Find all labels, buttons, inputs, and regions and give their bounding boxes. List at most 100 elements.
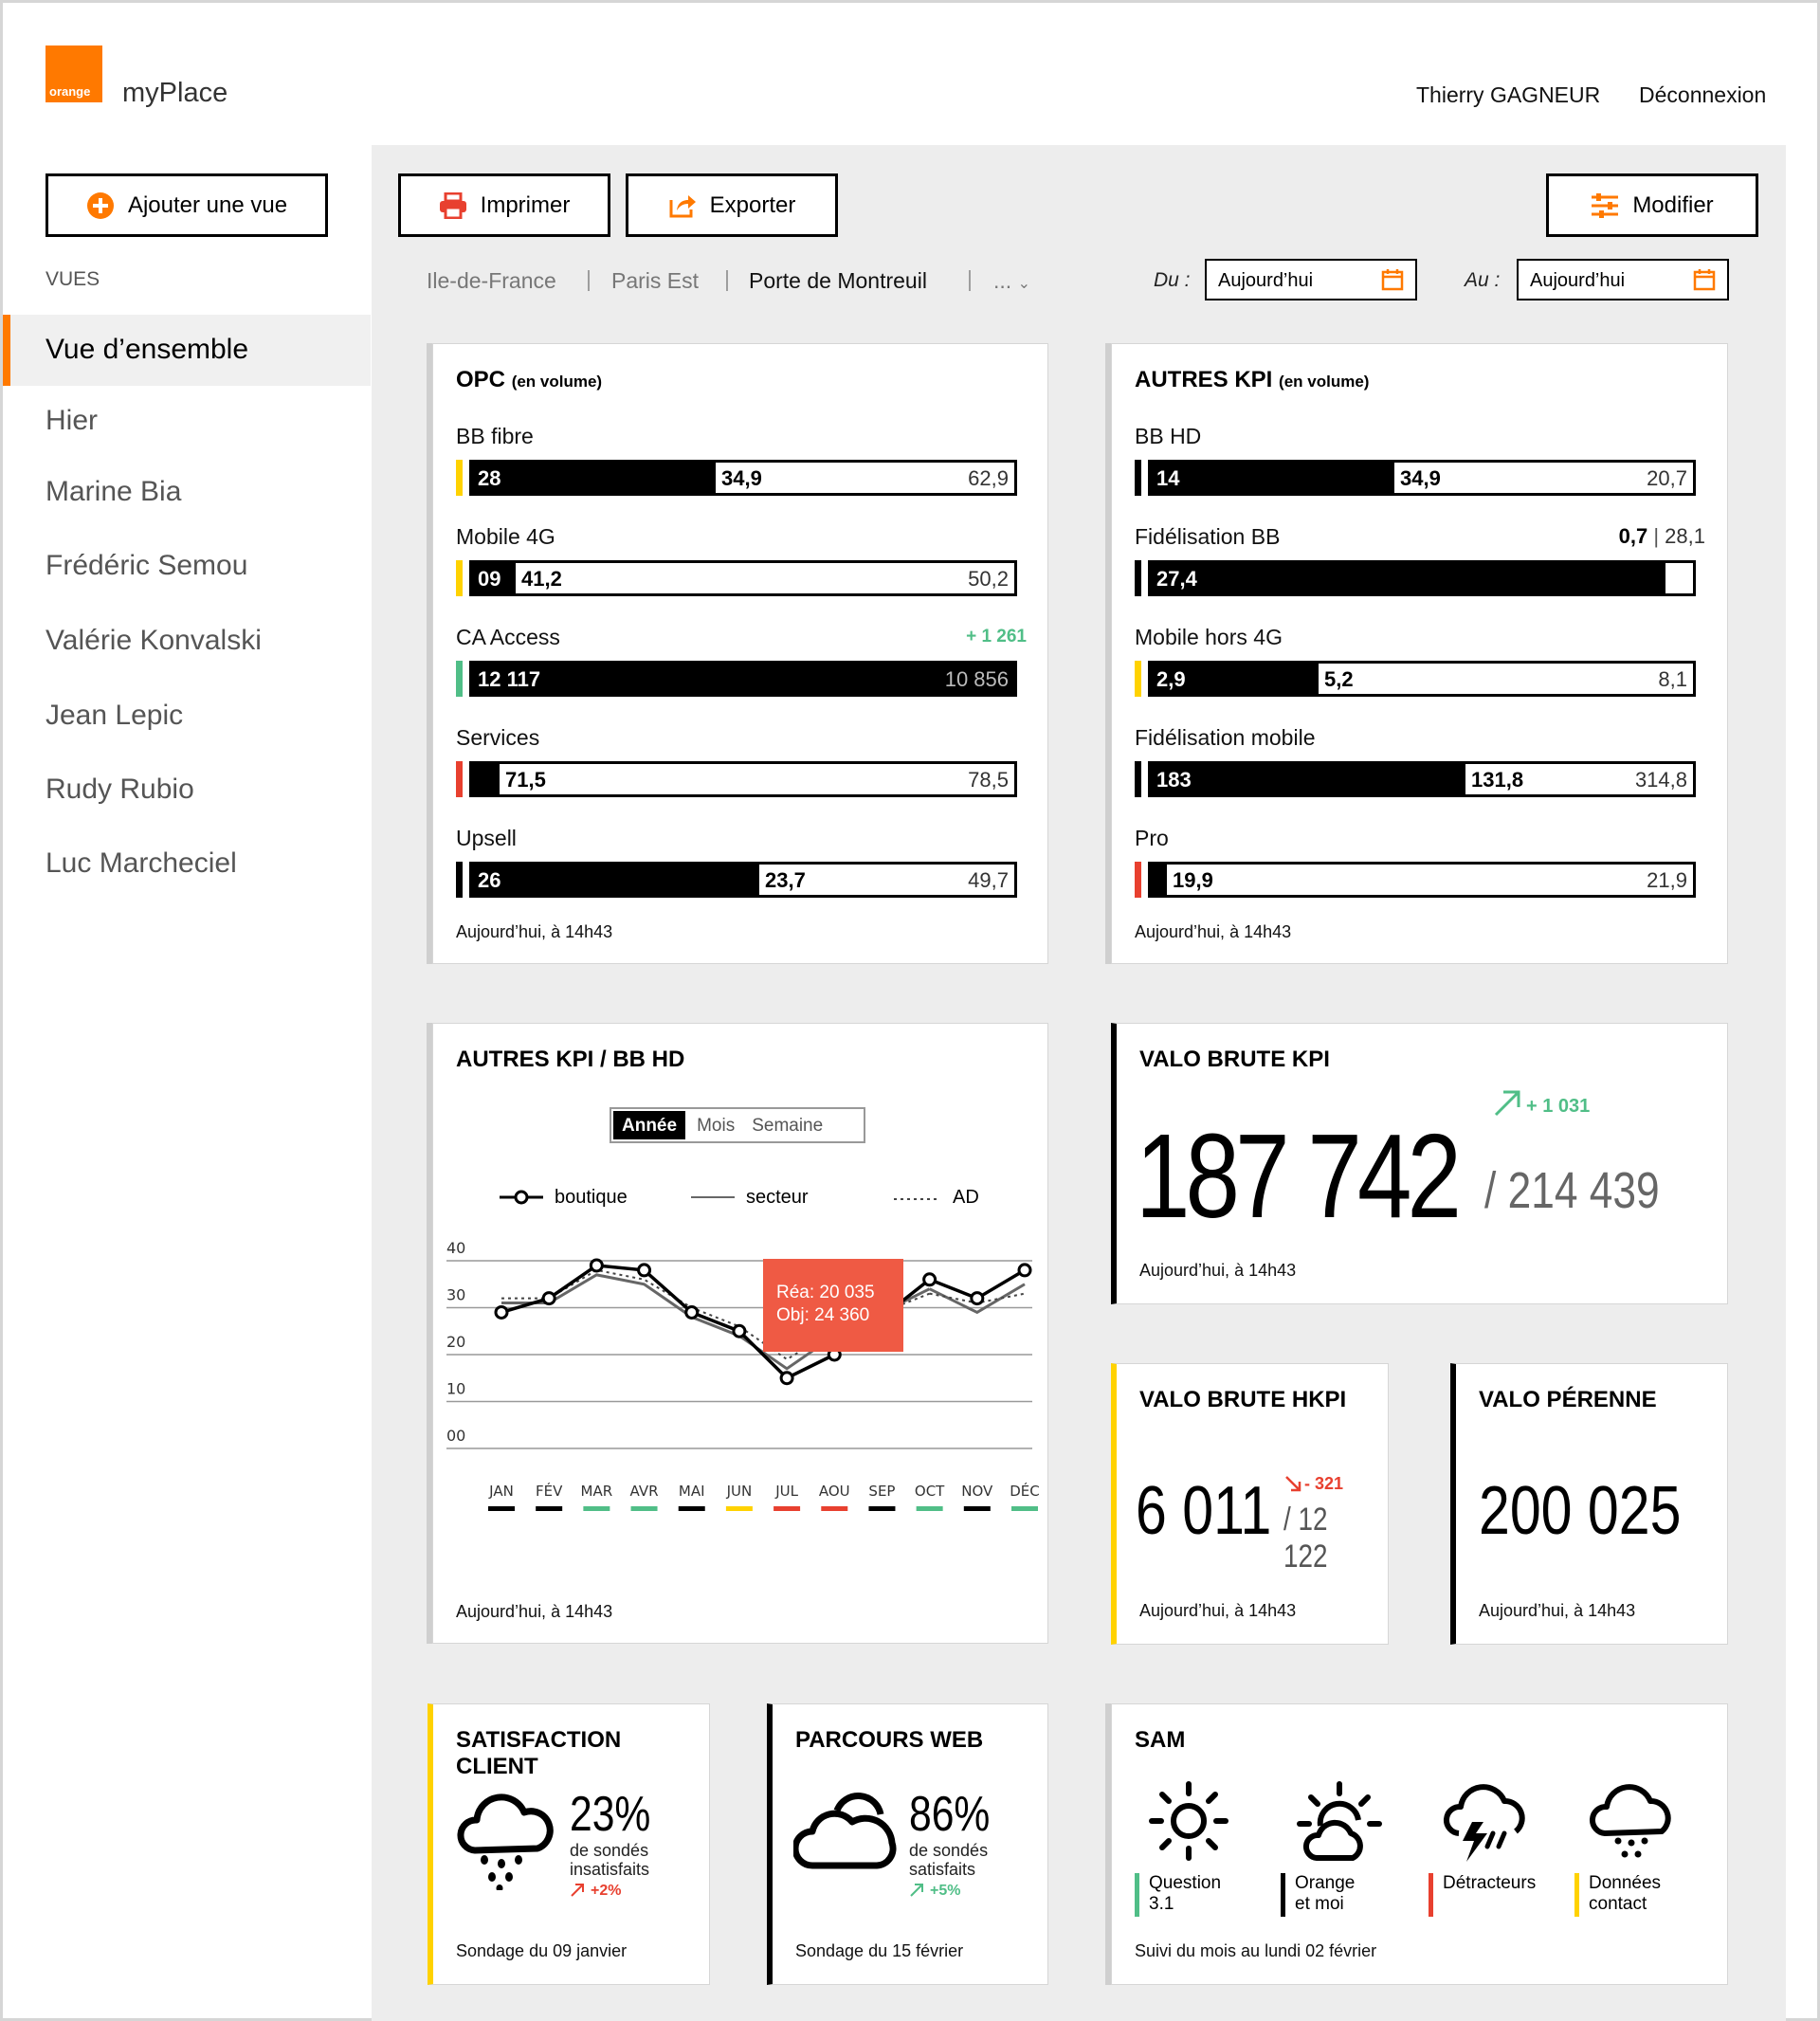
kpi-value-primary: 12 117	[478, 667, 541, 691]
kpi-name: Mobile 4G	[456, 524, 555, 549]
printer-icon	[439, 191, 466, 219]
kpi-row[interactable]: BB HD 14 34,9 20,7	[1135, 424, 1705, 500]
tab-annee[interactable]: Année	[613, 1111, 686, 1139]
period-tabs: Année Mois Semaine	[610, 1107, 865, 1143]
sidebar-item-marine-bia[interactable]: Marine Bia	[46, 476, 182, 507]
kpi-row[interactable]: Mobile hors 4G 2,9 5,2 8,1	[1135, 625, 1705, 701]
valo-hkpi-total: / 12 122	[1283, 1502, 1328, 1575]
autres-subtitle: (en volume)	[1279, 373, 1370, 391]
sam-item-detracteurs[interactable]: Détracteurs	[1429, 1873, 1536, 1917]
valo-hkpi-card: VALO BRUTE HKPI 6 011 / 12 122 - 321 Auj…	[1111, 1363, 1389, 1645]
kpi-value-total: 78,5	[968, 768, 1009, 792]
trend-down-icon	[1285, 1476, 1301, 1492]
tab-semaine[interactable]: Semaine	[752, 1116, 824, 1136]
print-button[interactable]: Imprimer	[398, 173, 610, 237]
y-tick-label: 30	[446, 1286, 465, 1304]
kpi-bar-fill	[472, 563, 516, 593]
sidebar-item-luc-marcheciel[interactable]: Luc Marcheciel	[46, 847, 237, 879]
add-view-button[interactable]: Ajouter une vue	[46, 173, 328, 237]
legend-secteur: secteur	[746, 1187, 809, 1208]
opc-card: OPC (en volume) BB fibre 28 34,9 62,9 Mobil…	[432, 343, 1048, 964]
from-date-value: Aujourd’hui	[1218, 270, 1314, 291]
legend-boutique: boutique	[555, 1187, 628, 1208]
kpi-row[interactable]: Fidélisation mobile 183 131,8 314,8	[1135, 725, 1705, 801]
valo-kpi-footer: Aujourd’hui, à 14h43	[1139, 1261, 1297, 1280]
kpi-value-total: 49,7	[968, 868, 1009, 892]
kpi-row[interactable]: Fidélisation BB 0,7 | 28,1 27,4	[1135, 524, 1705, 600]
kpi-value-total: 8,1	[1658, 667, 1687, 691]
kpi-bar-fill	[1151, 764, 1465, 794]
kpi-row[interactable]: Mobile 4G 09 41,2 50,2	[456, 524, 1027, 600]
export-button[interactable]: Exporter	[626, 173, 838, 237]
valo-perenne-footer: Aujourd’hui, à 14h43	[1479, 1601, 1636, 1620]
sidebar-item-frederic-semou[interactable]: Frédéric Semou	[46, 550, 248, 581]
sam-item-question[interactable]: Question 3.1	[1135, 1873, 1221, 1917]
kpi-bar: 27,4	[1148, 560, 1696, 596]
month-status-marker	[583, 1506, 610, 1511]
sam-item-text: Détracteurs	[1443, 1873, 1536, 1917]
sam-item-marker	[1135, 1873, 1139, 1917]
kpi-row[interactable]: CA Access + 1 261 12 117 10 856	[456, 625, 1027, 701]
kpi-bar-fill	[1151, 563, 1665, 593]
sidebar-item-valerie-konvalski[interactable]: Valérie Konvalski	[46, 625, 262, 656]
sidebar-item-vue-ensemble[interactable]: Vue d’ensemble	[3, 315, 371, 386]
autres-footer: Aujourd’hui, à 14h43	[1135, 922, 1292, 941]
kpi-status-marker	[456, 862, 463, 898]
kpi-status-marker	[1135, 661, 1141, 697]
chevron-down-icon: ⌄	[1017, 276, 1030, 292]
user-name[interactable]: Thierry GAGNEUR	[1416, 82, 1601, 107]
to-date-field[interactable]: Aujourd’hui	[1517, 259, 1729, 300]
kpi-value-primary: 183	[1156, 768, 1192, 792]
satisfaction-desc-2: insatisfaits	[570, 1860, 650, 1879]
sam-item-line1: Orange	[1295, 1873, 1356, 1893]
sidebar-item-jean-lepic[interactable]: Jean Lepic	[46, 700, 184, 731]
tooltip-rea: Réa: 20 035	[776, 1283, 875, 1302]
kpi-value-primary: 28	[478, 466, 501, 490]
sidebar-item-rudy-rubio[interactable]: Rudy Rubio	[46, 774, 194, 805]
parcours-desc-2: satisfaits	[909, 1860, 976, 1879]
kpi-row[interactable]: Upsell 26 23,7 49,7	[456, 826, 1027, 901]
kpi-row[interactable]: Pro 19,9 21,9	[1135, 826, 1705, 901]
modify-button[interactable]: Modifier	[1546, 173, 1758, 237]
orange-logo[interactable]: orange	[46, 46, 102, 102]
parcours-desc: de sondés satisfaits	[909, 1841, 988, 1879]
tab-mois[interactable]: Mois	[697, 1116, 736, 1136]
kpi-row[interactable]: Services 71,5 78,5	[456, 725, 1027, 801]
sam-item-line1: Question	[1149, 1873, 1222, 1893]
breadcrumb-item-zone[interactable]: Paris Est	[611, 268, 700, 293]
kpi-value-total: 314,8	[1634, 768, 1687, 792]
modify-label: Modifier	[1632, 191, 1714, 218]
breadcrumb-more[interactable]: ... ⌄	[993, 268, 1030, 294]
x-tick-label: JAN	[488, 1483, 514, 1500]
opc-footer: Aujourd’hui, à 14h43	[456, 922, 613, 941]
sliders-icon	[1592, 192, 1619, 218]
valo-kpi-delta: + 1 031	[1526, 1096, 1591, 1117]
parcours-percent: 86%	[909, 1787, 991, 1842]
kpi-bar-fill	[472, 664, 1014, 694]
breadcrumb-item-current[interactable]: Porte de Montreuil	[749, 268, 927, 293]
from-date-field[interactable]: Aujourd’hui	[1205, 259, 1417, 300]
kpi-name: Services	[456, 725, 540, 750]
x-tick-label: AOU	[819, 1483, 850, 1500]
rain-cloud-icon	[1589, 1784, 1671, 1858]
breadcrumb-item-region[interactable]: Ile-de-France	[427, 268, 556, 293]
app-name: myPlace	[122, 78, 228, 108]
breadcrumb-separator: |	[586, 266, 592, 291]
kpi-row[interactable]: BB fibre 28 34,9 62,9	[456, 424, 1027, 500]
month-status-marker	[821, 1506, 848, 1511]
month-status-marker	[1011, 1506, 1038, 1511]
opc-subtitle: (en volume)	[511, 373, 603, 391]
sidebar-item-hier[interactable]: Hier	[46, 405, 99, 436]
kpi-status-marker	[1135, 460, 1141, 496]
kpi-value-primary: 2,9	[1156, 667, 1186, 691]
sam-item-orange-et-moi[interactable]: Orange et moi	[1281, 1873, 1355, 1917]
series-line-boutique	[500, 1264, 836, 1380]
satisfaction-desc: de sondés insatisfaits	[570, 1841, 649, 1879]
legend-ad-swatch	[894, 1198, 937, 1200]
kpi-value-total: 20,7	[1647, 466, 1687, 490]
valo-kpi-value: 187 742	[1136, 1109, 1462, 1243]
logout-link[interactable]: Déconnexion	[1639, 82, 1767, 107]
sam-item-text: Données contact	[1589, 1873, 1661, 1917]
data-point-boutique	[922, 1272, 937, 1287]
sam-item-donnees-contact[interactable]: Données contact	[1574, 1873, 1661, 1917]
